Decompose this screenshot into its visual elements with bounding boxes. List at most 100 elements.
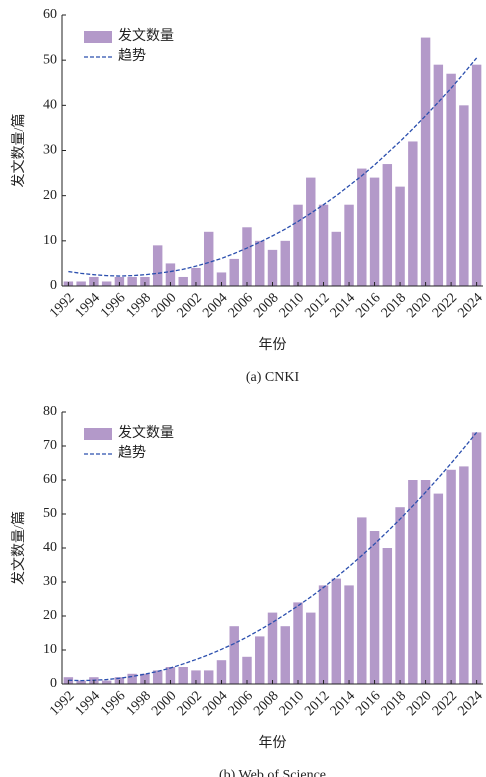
y-tick-label: 10	[43, 233, 57, 248]
x-tick-label: 2004	[200, 688, 230, 718]
bar	[369, 531, 380, 684]
legend-swatch	[84, 31, 112, 43]
bar	[76, 680, 86, 684]
bar	[344, 204, 354, 286]
bar	[318, 585, 329, 684]
x-tick-label: 2006	[226, 290, 256, 320]
bar	[433, 493, 444, 684]
y-tick-label: 0	[50, 278, 57, 293]
bar	[178, 276, 188, 286]
bar	[382, 548, 393, 684]
caption: (b) Web of Science	[219, 768, 326, 777]
bar	[165, 667, 176, 684]
bar	[203, 231, 214, 286]
x-tick-label: 1992	[47, 688, 77, 718]
bar	[357, 168, 367, 286]
x-tick-label: 2008	[251, 688, 281, 718]
bar	[127, 673, 137, 684]
legend-label: 发文数量	[118, 425, 174, 441]
bar	[255, 240, 265, 286]
bar	[89, 276, 99, 286]
bar	[471, 432, 482, 684]
x-tick-label: 2020	[404, 688, 434, 718]
bar	[229, 258, 239, 286]
y-tick-label: 40	[43, 540, 57, 555]
x-tick-label: 2008	[251, 290, 281, 320]
y-tick-label: 20	[43, 188, 57, 203]
x-tick-label: 2004	[200, 290, 230, 320]
bar	[242, 227, 252, 286]
bar	[152, 245, 163, 286]
y-tick-label: 50	[43, 52, 57, 67]
y-tick-label: 60	[43, 472, 57, 487]
bar	[331, 578, 342, 684]
x-tick-label: 2024	[455, 290, 485, 320]
trend-line	[68, 57, 478, 277]
x-tick-label: 2022	[430, 290, 460, 320]
bar	[101, 281, 112, 286]
bar	[408, 141, 418, 286]
bar	[165, 263, 176, 286]
bar	[140, 673, 150, 684]
y-tick-label: 0	[50, 676, 57, 691]
bar	[255, 636, 265, 684]
bar	[127, 276, 137, 286]
y-tick-label: 30	[43, 143, 57, 158]
bar	[76, 281, 86, 286]
x-tick-label: 2024	[455, 688, 485, 718]
x-axis-label: 年份	[259, 337, 287, 353]
y-tick-label: 20	[43, 608, 57, 623]
x-tick-label: 2006	[226, 688, 256, 718]
x-tick-label: 1994	[73, 290, 103, 320]
y-tick-label: 80	[43, 404, 57, 419]
legend-label: 趋势	[118, 48, 146, 64]
bar	[408, 480, 418, 684]
y-tick-label: 70	[43, 438, 57, 453]
bar	[357, 517, 367, 684]
bar	[280, 626, 290, 684]
x-tick-label: 1996	[98, 688, 128, 718]
bar	[191, 267, 201, 286]
bar	[446, 73, 456, 286]
bar	[395, 186, 405, 286]
bar	[293, 602, 303, 684]
x-tick-label: 2020	[404, 290, 434, 320]
x-tick-label: 1996	[98, 290, 128, 320]
x-tick-label: 2012	[302, 688, 332, 718]
x-tick-label: 1994	[73, 688, 103, 718]
x-tick-label: 2014	[328, 290, 358, 320]
x-tick-label: 2012	[302, 290, 332, 320]
y-tick-label: 60	[43, 7, 57, 22]
trend-line	[68, 431, 478, 682]
x-tick-label: 2018	[379, 688, 409, 718]
bar	[267, 249, 278, 286]
bar	[369, 177, 380, 286]
y-tick-label: 40	[43, 98, 57, 113]
bar	[459, 105, 469, 286]
bar	[280, 240, 290, 286]
legend-label: 趋势	[118, 445, 146, 461]
x-tick-label: 1998	[124, 290, 154, 320]
x-tick-label: 2018	[379, 290, 409, 320]
x-tick-label: 2010	[277, 290, 307, 320]
y-tick-label: 10	[43, 642, 57, 657]
x-tick-label: 2002	[175, 290, 205, 320]
bar	[216, 272, 227, 286]
x-tick-label: 2002	[175, 688, 205, 718]
y-tick-label: 30	[43, 574, 57, 589]
x-tick-label: 2000	[149, 688, 179, 718]
bar	[459, 466, 469, 684]
x-tick-label: 2016	[353, 290, 383, 320]
x-tick-label: 2000	[149, 290, 179, 320]
bar	[203, 670, 214, 684]
bar	[446, 469, 456, 684]
bar	[101, 680, 112, 684]
bar	[382, 164, 393, 286]
bar	[433, 64, 444, 286]
bar	[114, 276, 125, 286]
bar	[216, 660, 227, 684]
bar	[140, 276, 150, 286]
bar	[293, 204, 303, 286]
x-tick-label: 2010	[277, 688, 307, 718]
